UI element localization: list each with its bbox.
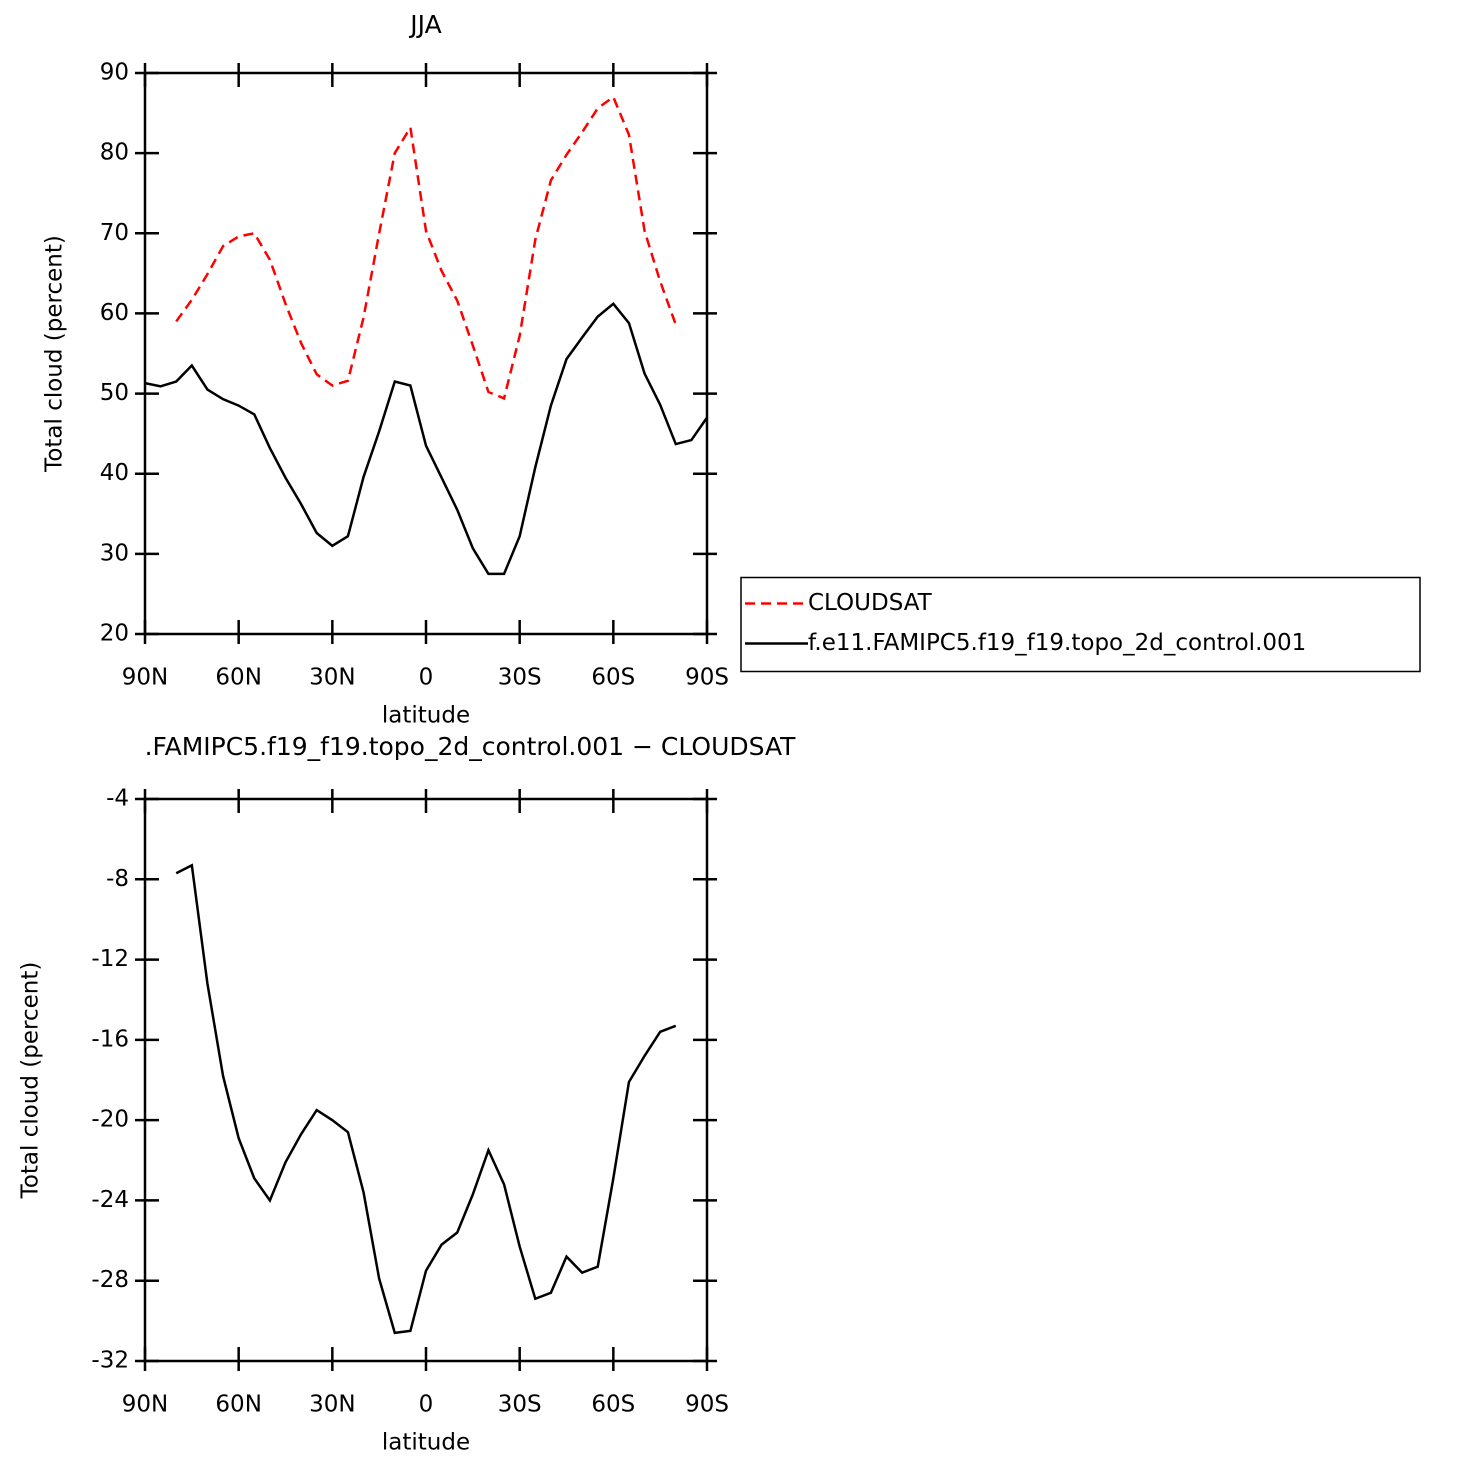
x-axis-label: latitude [382,1430,470,1456]
y-tick-label: 90 [100,60,129,86]
y-tick-label: -28 [91,1267,129,1293]
x-tick-label: 60N [215,665,261,691]
y-tick-label: 80 [100,140,129,166]
plot-frame [143,797,709,1363]
y-tick-label: -4 [106,786,129,812]
x-tick-label: 90S [685,665,729,691]
y-tick-label: 70 [100,220,129,246]
chart-title: JJA [408,10,441,39]
y-tick-label: 20 [100,621,129,647]
y-tick-label: -20 [91,1107,129,1133]
y-tick-label: 40 [100,460,129,486]
y-tick-label: -16 [91,1026,129,1052]
data-line [144,302,709,576]
chart-title: .FAMIPC5.f19_f19.topo_2d_control.001 − C… [145,732,797,761]
data-line [175,863,677,1335]
x-tick-label: 0 [419,1392,434,1418]
y-axis-label: Total cloud (percent) [18,962,44,1200]
data-line [175,95,677,401]
x-tick-label: 30S [498,665,542,691]
legend-box [740,576,1421,673]
x-tick-label: 90N [122,1392,168,1418]
y-axis-label: Total cloud (percent) [42,235,68,473]
x-tick-label: 60S [591,1392,635,1418]
y-tick-label: -24 [91,1187,129,1213]
x-tick-label: 60N [215,1392,261,1418]
x-tick-label: 60S [591,665,635,691]
y-tick-label: 30 [100,540,129,566]
x-axis-label: latitude [382,703,470,729]
x-tick-label: 30N [309,665,355,691]
y-tick-label: 50 [100,380,129,406]
legend-label: CLOUDSAT [808,590,933,616]
x-tick-label: 90N [122,665,168,691]
x-tick-label: 90S [685,1392,729,1418]
x-tick-label: 30N [309,1392,355,1418]
y-tick-label: 60 [100,300,129,326]
y-tick-label: -12 [91,946,129,972]
y-tick-label: -32 [91,1348,129,1374]
y-tick-label: -8 [106,866,129,892]
x-tick-label: 30S [498,1392,542,1418]
legend-label: f.e11.FAMIPC5.f19_f19.topo_2d_control.00… [808,630,1306,656]
x-tick-label: 0 [419,665,434,691]
plot-frame [143,71,709,636]
